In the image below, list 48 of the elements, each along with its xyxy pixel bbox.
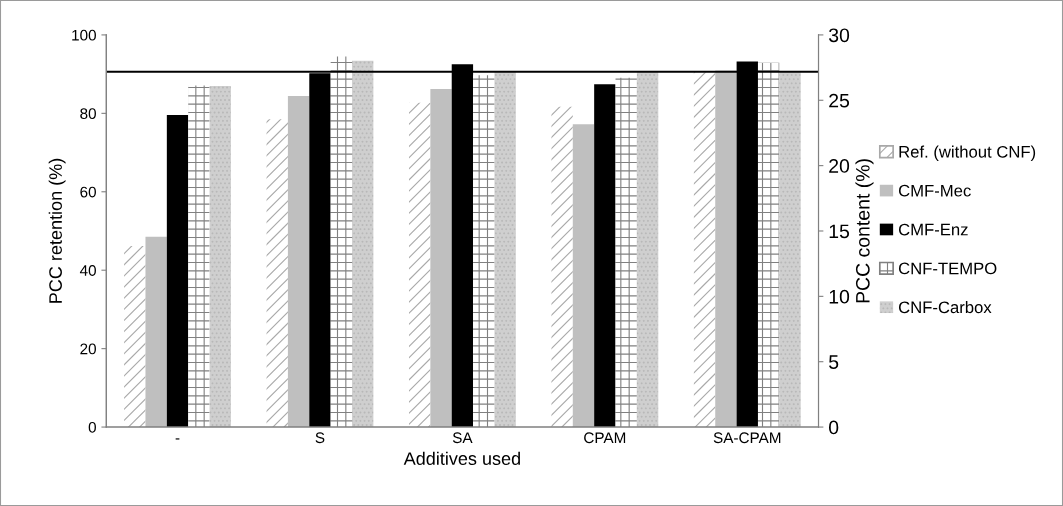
bar [188,85,210,428]
bar [330,56,353,428]
bar [430,89,452,428]
bar [572,124,595,428]
bar [145,236,167,428]
x-tick-label: SA-CPAM [713,432,781,444]
bar [287,96,310,428]
bar [636,71,659,428]
bar [209,85,231,428]
bar [757,62,780,428]
y2-tick-label: 15 [829,224,850,239]
y-tick-label: 60 [80,186,96,198]
bar [494,71,516,428]
y-tick-label: 40 [79,265,96,276]
legend-label: CNF-Carbox [898,300,992,314]
y2-tick-label: 25 [829,93,850,108]
x-axis-title: Additives used [403,451,520,465]
y2-axis-title: PCC content (%) [855,159,874,303]
legend-label: CNF-TEMPO [898,262,997,275]
bar [408,102,431,428]
bar [693,72,716,428]
y2-tick-label: 10 [829,289,850,304]
bar [594,84,616,428]
y2-tick-label: 20 [829,159,850,173]
y-tick-label: 0 [88,421,96,433]
x-tick-label: S [315,432,325,444]
x-tick-label: CPAM [584,432,626,444]
x-tick-label: SA [452,432,473,444]
bar [352,60,374,428]
bar [715,70,737,428]
y-tick-label: 80 [80,108,96,120]
y2-tick-label: 5 [829,355,839,369]
y-axis-title: PCC retention (%) [48,158,66,303]
legend-label: CMF-Mec [898,184,971,197]
bar [266,119,288,428]
y2-tick-label: 0 [828,420,839,435]
y-tick-label: 100 [72,29,96,41]
y2-tick-label: 30 [828,28,850,43]
bar [124,245,146,428]
bar [551,106,573,428]
legend-label: CMF-Enz [898,223,968,236]
bar [615,77,637,428]
bar [779,71,801,428]
bar [166,114,189,428]
legend-label: Ref. (without CNF) [899,145,1036,162]
x-tick-label: - [175,438,180,440]
bar [473,75,495,428]
y-tick-label: 20 [80,343,96,355]
